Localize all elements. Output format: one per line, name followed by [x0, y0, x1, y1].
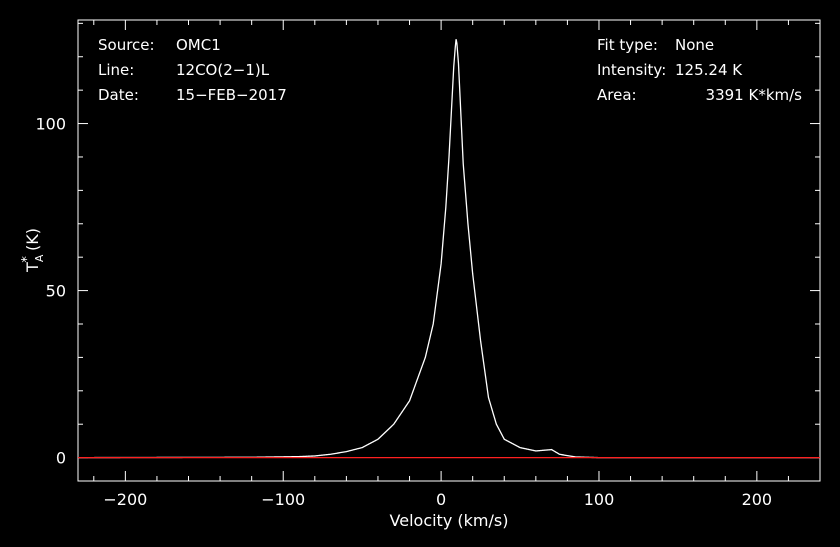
intensity-value: 125.24 K	[675, 61, 743, 79]
y-axis-label-sup: *	[20, 256, 35, 263]
y-axis-label-sub: A	[33, 254, 46, 262]
fit-type-key: Fit type:	[597, 36, 658, 54]
date-key: Date:	[98, 86, 139, 104]
line-value: 12CO(2−1)L	[176, 61, 270, 79]
y-tick-labels: 0 50 100	[35, 115, 66, 468]
y-tick-label: 100	[35, 115, 66, 134]
date-value: 15−FEB−2017	[176, 86, 287, 104]
y-axis-label-unit: (K)	[23, 228, 42, 256]
y-axis-label-base: T	[23, 262, 42, 273]
source-key: Source:	[98, 36, 155, 54]
x-axis-label: Velocity (km/s)	[390, 511, 509, 530]
x-tick-label: 0	[436, 490, 446, 509]
x-tick-label: 200	[742, 490, 773, 509]
series-group	[77, 39, 820, 459]
area-value: 3391 K*km/s	[706, 86, 803, 104]
area-key: Area:	[597, 86, 637, 104]
source-value: OMC1	[176, 36, 221, 54]
line-key: Line:	[98, 61, 134, 79]
y-tick-label: 0	[56, 449, 66, 468]
annotation-right: Fit type: None Intensity: 125.24 K Area:…	[597, 36, 802, 104]
annotation-left: Source: OMC1 Line: 12CO(2−1)L Date: 15−F…	[98, 36, 287, 104]
x-tick-label: 100	[584, 490, 615, 509]
x-tick-label: −100	[261, 490, 305, 509]
x-tick-label: −200	[103, 490, 147, 509]
intensity-key: Intensity:	[597, 61, 666, 79]
x-tick-labels: −200 −100 0 100 200	[103, 490, 772, 509]
fit-type-value: None	[675, 36, 714, 54]
plot-frame	[77, 19, 821, 482]
y-tick-label: 50	[46, 282, 66, 301]
y-axis-label: TA* (K)	[20, 228, 46, 273]
